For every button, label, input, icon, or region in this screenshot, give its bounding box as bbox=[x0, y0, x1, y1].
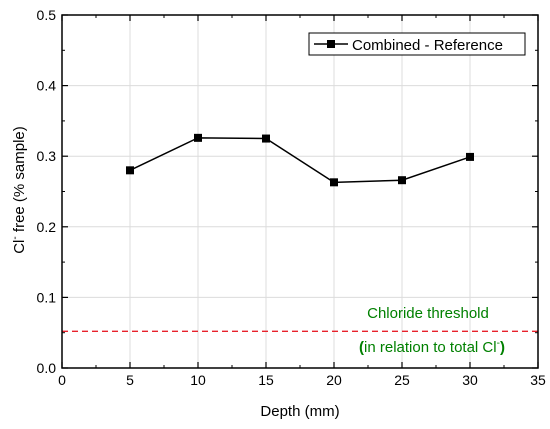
legend-label: Combined - Reference bbox=[352, 37, 503, 54]
x-tick-label: 5 bbox=[126, 372, 134, 388]
data-point bbox=[466, 152, 474, 161]
grid-lines bbox=[62, 15, 538, 368]
legend-box bbox=[308, 32, 526, 56]
series-group bbox=[126, 133, 474, 187]
y-tick-label: 0.0 bbox=[37, 360, 57, 376]
y-tick-label: 0.2 bbox=[37, 219, 57, 235]
data-point bbox=[330, 178, 338, 187]
legend: Combined - Reference bbox=[308, 32, 526, 56]
data-point bbox=[126, 166, 134, 175]
x-tick-label: 10 bbox=[190, 372, 206, 388]
y-tick-label: 0.1 bbox=[37, 289, 57, 305]
data-point bbox=[262, 134, 270, 143]
x-tick-label: 30 bbox=[462, 372, 478, 388]
axis-ticks: 0 5 10 15 20 25 30 35 0.0 0.1 0.2 0.3 0.4 0.5 bbox=[37, 7, 546, 388]
threshold-label-line2: (in relation to total Cl-) bbox=[359, 338, 505, 356]
data-point bbox=[194, 133, 202, 142]
x-tick-label: 15 bbox=[258, 372, 274, 388]
legend-marker-square bbox=[327, 40, 335, 48]
x-tick-label: 35 bbox=[530, 372, 546, 388]
series-line bbox=[129, 137, 471, 184]
y-tick-label: 0.4 bbox=[37, 78, 57, 94]
x-tick-label: 25 bbox=[394, 372, 410, 388]
y-tick-label: 0.3 bbox=[37, 148, 57, 164]
threshold-label-line1: Chloride threshold bbox=[367, 305, 489, 322]
x-tick-label: 0 bbox=[58, 372, 66, 388]
y-axis-title: Cl- free (% sample) bbox=[10, 126, 28, 254]
x-axis-title: Depth (mm) bbox=[260, 403, 339, 420]
data-point bbox=[398, 176, 406, 185]
y-tick-label: 0.5 bbox=[37, 7, 57, 23]
x-tick-label: 20 bbox=[326, 372, 342, 388]
